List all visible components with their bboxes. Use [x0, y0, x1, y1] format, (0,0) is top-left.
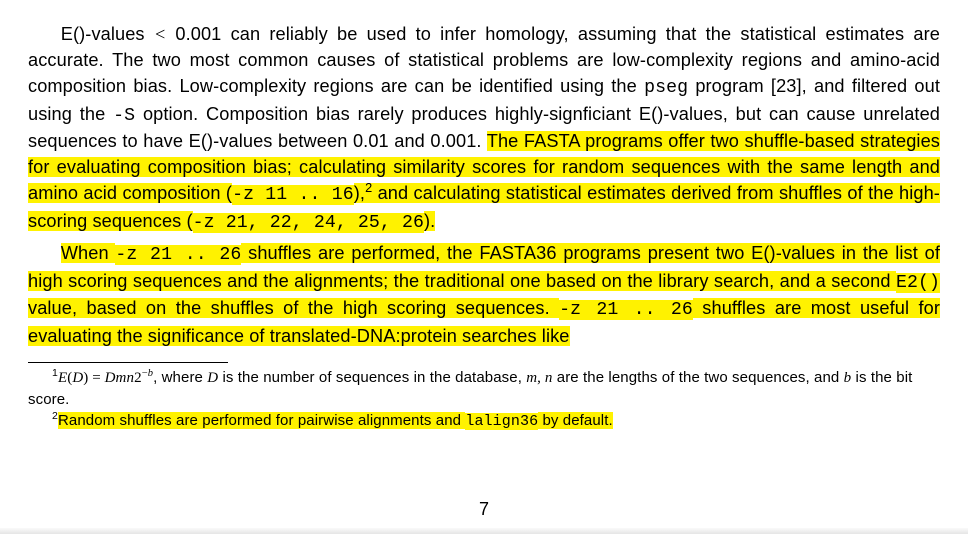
math: , [537, 370, 545, 386]
highlighted-text: value, based on the shuffles of the high… [28, 298, 559, 318]
paragraph-1: E()-values < 0.001 can reliably be used … [28, 22, 940, 237]
math: 2 [134, 370, 142, 386]
code-s-option: -S [113, 106, 135, 126]
highlighted-text: ). [424, 211, 435, 231]
math: D [72, 370, 83, 386]
math: D [207, 370, 218, 386]
footnote-divider [28, 362, 228, 363]
paragraph-2: When -z 21 .. 26 shuffles are performed,… [28, 241, 940, 350]
math: m [526, 370, 537, 386]
text: is the number of sequences in the databa… [218, 369, 526, 386]
math: ) = [83, 370, 104, 386]
footnotes: 1E(D) = Dmn2−b, where D is the number of… [28, 367, 940, 432]
math: Dmn [105, 370, 134, 386]
code-26: 26 [219, 245, 241, 265]
page-number: 7 [0, 499, 968, 520]
math-exp: −b [142, 368, 153, 379]
text: are the lengths of the two sequences, an… [552, 369, 843, 386]
code-z21: -z 21 .. [115, 245, 219, 265]
text: E()-values [61, 24, 154, 44]
page-shadow [0, 528, 968, 534]
code-z21: -z 21, 22, 24, 25, 26 [193, 213, 424, 233]
code-z11: -z 11 .. 16 [232, 185, 354, 205]
highlighted-text: ), [354, 183, 365, 203]
math: E [58, 370, 67, 386]
less-than-symbol: < [154, 24, 166, 44]
code-pseg: pseg [644, 78, 688, 98]
code-z21: -z 21 .. 26 [559, 300, 693, 320]
page-body: E()-values < 0.001 can reliably be used … [0, 0, 968, 432]
footnote-1: 1E(D) = Dmn2−b, where D is the number of… [28, 367, 940, 410]
highlighted-text: When [61, 243, 116, 263]
footnote-2: 2Random shuffles are performed for pairw… [28, 410, 940, 432]
text: , where [153, 369, 207, 386]
highlighted-text: by default. [538, 412, 613, 429]
code-lalign: lalign36 [465, 413, 538, 430]
code-e2: E2() [896, 273, 940, 293]
highlighted-text: Random shuffles are performed for pairwi… [58, 412, 465, 429]
